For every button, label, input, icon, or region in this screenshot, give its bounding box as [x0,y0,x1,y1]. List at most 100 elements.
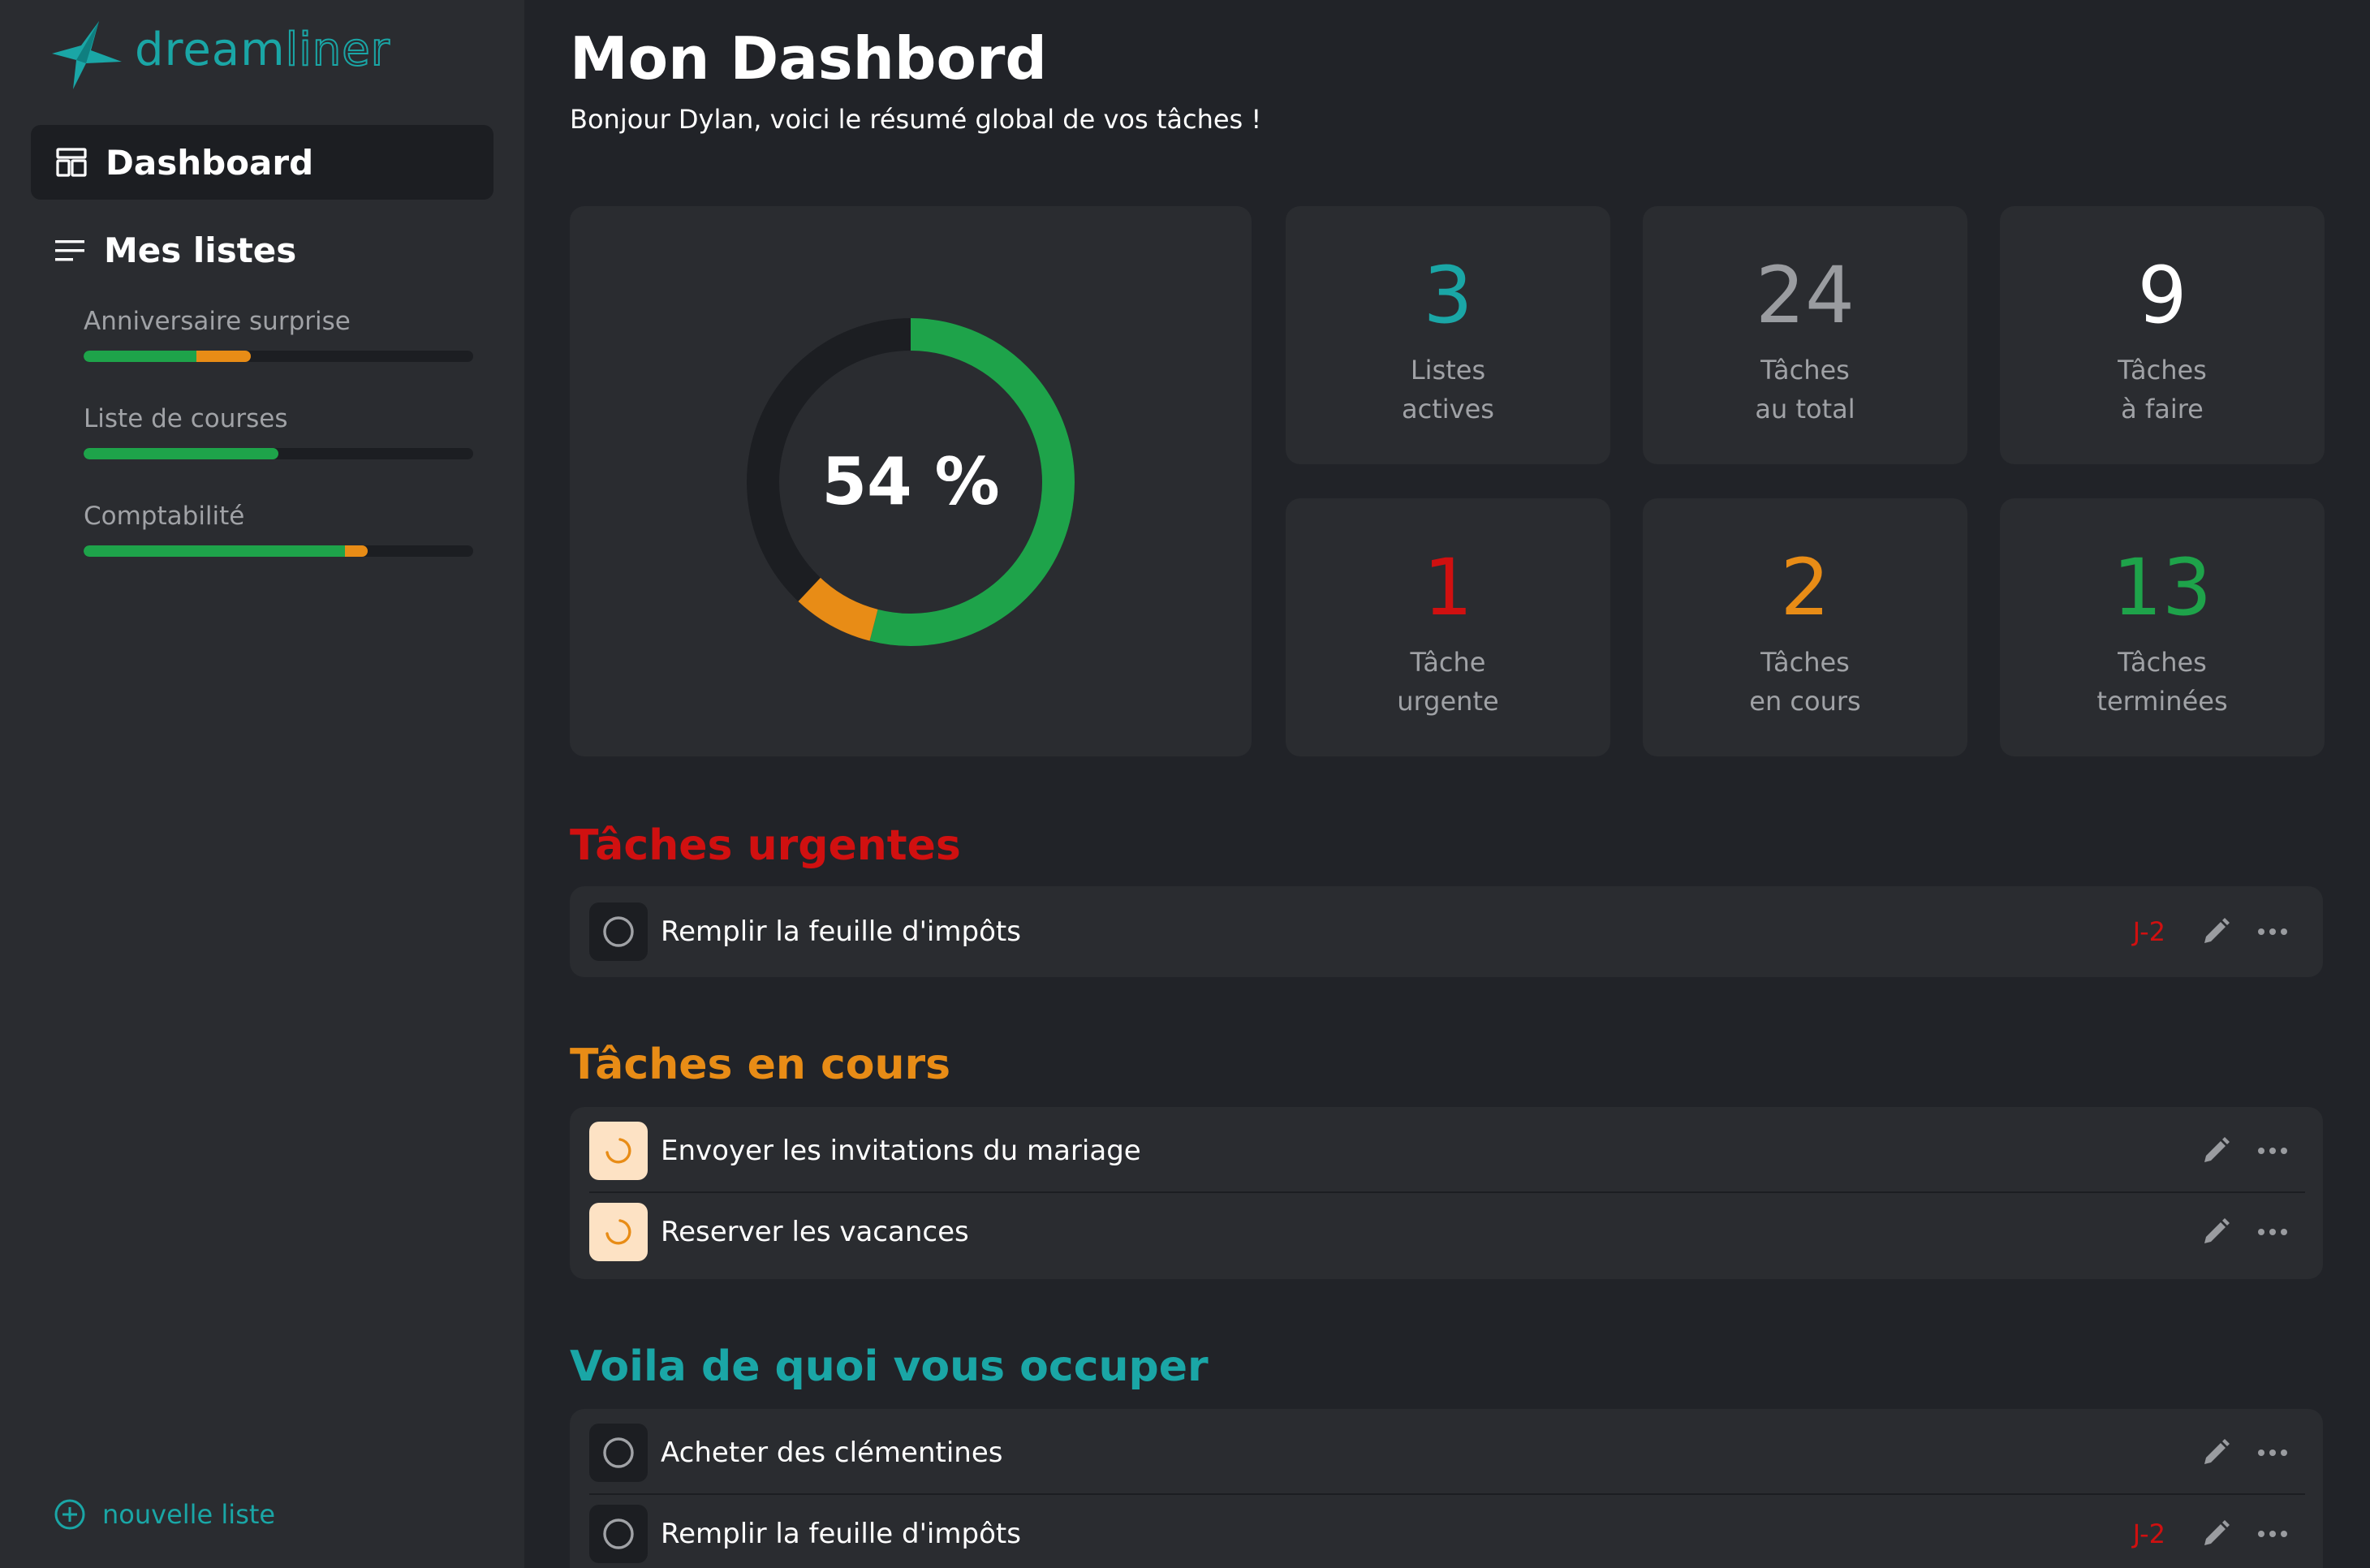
stat-card-active-lists: 3 Listes actives [1286,206,1610,464]
task-title: Acheter des clémentines [661,1437,1003,1469]
stat-value: 1 [1423,542,1473,633]
task-due-badge: J-2 [2132,1518,2165,1549]
more-dots-icon[interactable] [2255,1435,2290,1471]
stat-label-line: Tâche [1410,647,1486,678]
stat-label: Tâches au total [1643,351,1967,429]
sidebar-list-item[interactable]: Anniversaire surprise [84,307,473,362]
new-list-label: nouvelle liste [102,1499,276,1530]
task-title: Remplir la feuille d'impôts [661,1518,1021,1550]
pencil-icon[interactable] [2198,1133,2234,1169]
stat-label-line: urgente [1397,686,1499,717]
task-status-toggle[interactable] [589,1122,648,1180]
star-rocket-icon [52,21,122,89]
task-title: Remplir la feuille d'impôts [661,915,1021,948]
sidebar-list-item[interactable]: Liste de courses [84,404,473,459]
task-due-badge: J-2 [2132,916,2165,947]
list-progress-in-progress [196,351,252,362]
pencil-icon[interactable] [2198,1516,2234,1552]
stat-card-done-tasks: 13 Tâches terminées [2000,498,2325,756]
stat-value: 13 [2112,542,2213,633]
plus-circle-icon [54,1499,85,1530]
more-dots-icon[interactable] [2255,1133,2290,1169]
sidebar-item-dashboard[interactable]: Dashboard [31,125,493,200]
stat-value: 24 [1755,250,1855,341]
stat-label: Tâches terminées [2000,643,2325,721]
stat-label-line: terminées [2096,686,2228,717]
task-list-todo: Acheter des clémentines Remplir la feuil… [570,1409,2323,1568]
stat-card-total-tasks: 24 Tâches au total [1643,206,1967,464]
stat-label: Tâches en cours [1643,643,1967,721]
dashboard-layout-icon [56,148,87,177]
task-row[interactable]: Envoyer les invitations du mariage [589,1118,2305,1183]
list-progress-bar [84,351,473,362]
stat-label-line: Tâches [1760,355,1850,386]
pencil-icon[interactable] [2198,914,2234,950]
logo-text-part2: liner [285,23,390,77]
page-title: Mon Dashbord [570,24,1047,93]
empty-circle-icon [603,916,634,947]
list-name: Anniversaire surprise [84,307,351,336]
row-divider [589,1191,2305,1193]
stat-label-line: Tâches [2118,647,2207,678]
stat-label-line: Tâches [2118,355,2207,386]
task-status-toggle[interactable] [589,1424,648,1482]
progress-donut-done [747,318,1075,646]
section-title-todo: Voila de quoi vous occuper [570,1342,1209,1391]
stat-card-urgent-tasks: 1 Tâche urgente [1286,498,1610,756]
page-subtitle: Bonjour Dylan, voici le résumé global de… [570,104,1262,135]
sidebar-list-item[interactable]: Comptabilité [84,502,473,557]
sidebar-item-lists[interactable]: Mes listes [54,230,296,270]
list-name: Comptabilité [84,502,245,531]
stat-value: 3 [1423,250,1473,341]
stat-label-line: au total [1755,394,1855,424]
task-status-toggle[interactable] [589,1203,648,1261]
list-name: Liste de courses [84,404,288,433]
stat-label: Tâches à faire [2000,351,2325,429]
logo-text: dreamliner [135,23,390,77]
stat-label-line: Tâches [1760,647,1850,678]
task-status-toggle[interactable] [589,902,648,961]
section-title-in-progress: Tâches en cours [570,1040,951,1089]
task-list-urgent: Remplir la feuille d'impôts J-2 [570,886,2323,977]
sidebar-item-label: Dashboard [106,142,314,183]
stat-label: Listes actives [1286,351,1610,429]
sidebar-item-label: Mes listes [104,230,297,270]
more-dots-icon[interactable] [2255,914,2290,950]
task-status-toggle[interactable] [589,1505,648,1563]
task-title: Reserver les vacances [661,1216,969,1248]
new-list-button[interactable]: nouvelle liste [54,1498,275,1531]
task-row[interactable]: Remplir la feuille d'impôts J-2 [589,899,2305,964]
more-dots-icon[interactable] [2255,1516,2290,1552]
list-progress-bar [84,448,473,459]
stat-card-todo-tasks: 9 Tâches à faire [2000,206,2325,464]
stat-card-in-progress-tasks: 2 Tâches en cours [1643,498,1967,756]
sidebar: dreamliner Dashboard Mes listes Annivers… [0,0,524,1568]
row-divider [589,1493,2305,1495]
spinner-arc-icon [605,1219,631,1245]
list-lines-icon [55,239,84,261]
stat-label-line: à faire [2121,394,2204,424]
progress-percentage: 54 % [821,443,1000,519]
pencil-icon[interactable] [2198,1435,2234,1471]
progress-donut [747,318,1075,646]
stat-label-line: Listes [1410,355,1486,386]
pencil-icon[interactable] [2198,1214,2234,1250]
list-progress-done [84,351,197,362]
list-progress-done [84,545,345,557]
list-progress-done [84,448,278,459]
logo[interactable]: dreamliner [49,18,390,93]
more-dots-icon[interactable] [2255,1214,2290,1250]
task-row[interactable]: Remplir la feuille d'impôts J-2 [589,1501,2305,1566]
task-row[interactable]: Reserver les vacances [589,1200,2305,1264]
spinner-arc-icon [605,1138,631,1164]
stat-label: Tâche urgente [1286,643,1610,721]
global-progress-card: 54 % [570,206,1252,756]
empty-circle-icon [603,1518,634,1549]
task-list-in-progress: Envoyer les invitations du mariage Reser… [570,1107,2323,1279]
stat-value: 2 [1780,542,1830,633]
stat-value: 9 [2137,250,2187,341]
task-title: Envoyer les invitations du mariage [661,1135,1141,1167]
task-row[interactable]: Acheter des clémentines [589,1420,2305,1485]
stat-label-line: en cours [1749,686,1861,717]
list-progress-bar [84,545,473,557]
